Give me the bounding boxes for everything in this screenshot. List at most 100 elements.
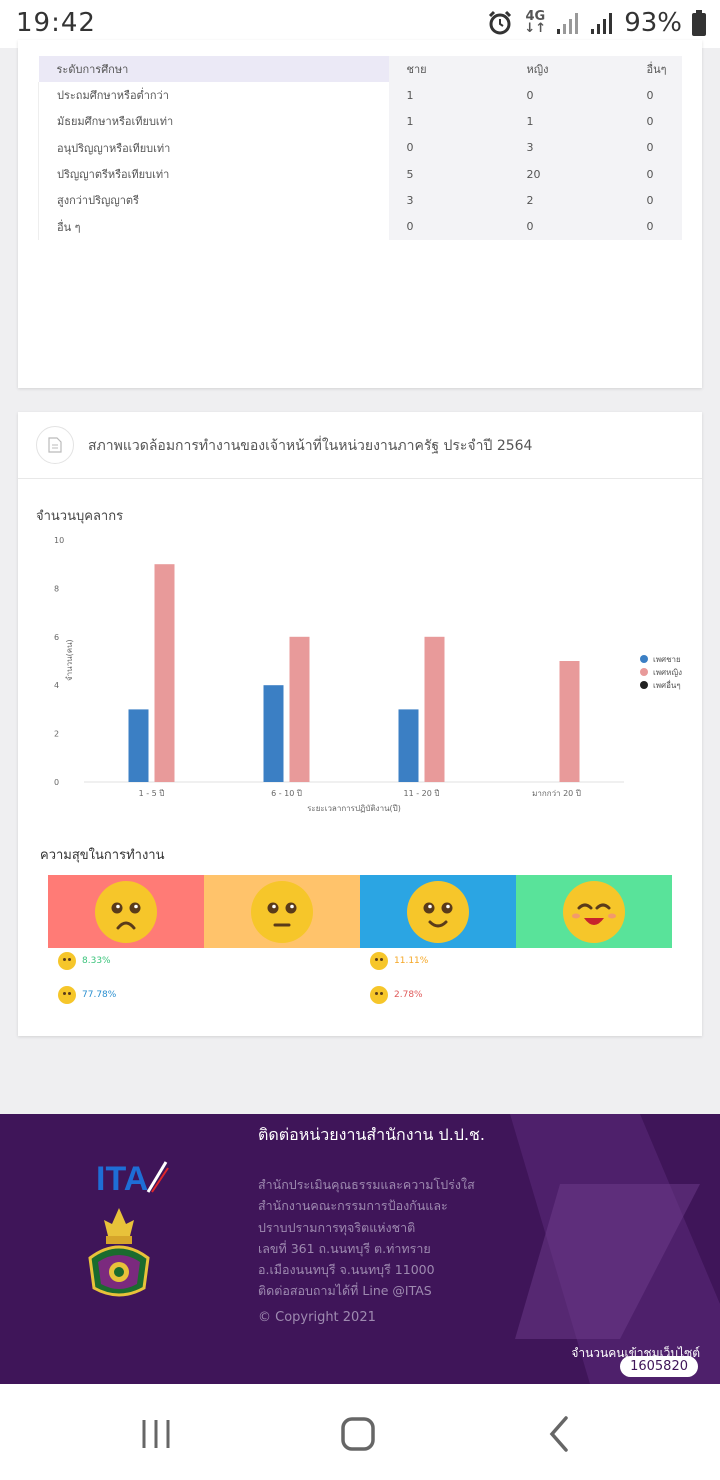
navigation-bar — [0, 1384, 720, 1480]
count-cell: 0 — [508, 82, 629, 109]
card-header: สภาพแวดล้อมการทำงานของเจ้าหน้าที่ในหน่วย… — [18, 412, 702, 479]
alarm-icon — [489, 10, 512, 35]
y-tick-label: 2 — [54, 730, 59, 739]
nacc-emblem-logo — [88, 1208, 150, 1297]
contact-line: อ.เมืองนนทบุรี จ.นนทบุรี 11000 — [258, 1262, 435, 1278]
recent-apps-button[interactable] — [136, 1414, 176, 1454]
y-tick-label: 4 — [54, 681, 59, 690]
count-cell: 3 — [388, 187, 509, 214]
count-cell: 3 — [508, 134, 629, 161]
ita-logo: ITA — [96, 1158, 172, 1198]
education-level-cell: มัธยมศึกษาหรือเทียบเท่า — [38, 108, 389, 135]
signal-icon — [557, 13, 579, 34]
y-tick-label: 10 — [54, 536, 64, 545]
face-icon — [58, 952, 76, 970]
count-cell: 0 — [628, 134, 682, 161]
bar — [263, 685, 284, 782]
table-row: ประถมศึกษาหรือต่ำกว่า 1 0 0 — [38, 82, 682, 109]
legend-label: เพศหญิง — [653, 668, 682, 677]
y-tick-label: 8 — [54, 584, 59, 593]
education-level-cell: อนุปริญญาหรือเทียบเท่า — [38, 134, 389, 161]
contact-line: ปราบปรามการทุจริตแห่งชาติ — [258, 1219, 416, 1235]
stat-value: 8.33% — [82, 956, 111, 966]
bar — [128, 709, 149, 782]
footer-title: ติดต่อหน่วยงานสำนักงาน ป.ป.ช. — [258, 1125, 485, 1144]
count-cell: 1 — [388, 108, 509, 135]
document-icon — [36, 426, 74, 464]
face-icon — [58, 986, 76, 1004]
sad-face-option[interactable] — [48, 875, 204, 948]
smile-face-option[interactable] — [360, 875, 516, 948]
count-cell: 0 — [388, 213, 509, 240]
education-level-cell: ประถมศึกษาหรือต่ำกว่า — [38, 82, 389, 109]
home-button[interactable] — [338, 1414, 378, 1454]
education-level-cell: อื่น ๆ — [38, 213, 389, 240]
count-cell: 0 — [388, 134, 509, 161]
count-cell: 0 — [628, 82, 682, 109]
contact-line[interactable]: ติดต่อสอบถามได้ที่ Line @ITAS — [258, 1283, 432, 1299]
x-tick-label: 11 - 20 ปี — [404, 789, 440, 798]
environment-card: สภาพแวดล้อมการทำงานของเจ้าหน้าที่ในหน่วย… — [18, 412, 702, 1036]
legend-marker — [640, 668, 648, 676]
stat-item: 11.11% — [370, 952, 428, 970]
back-button[interactable] — [540, 1414, 580, 1454]
face-icon — [370, 986, 388, 1004]
column-header: อื่นๆ — [628, 56, 682, 82]
sad-face-icon — [95, 880, 157, 943]
bar — [424, 636, 445, 782]
contact-line: เลขที่ 361 ถ.นนทบุรี ต.ท่าทราย — [258, 1240, 431, 1256]
staff-bar-chart: 0 2 4 6 8 10 จำนวน(คน) 1 - 5 ปี 6 - 10 ปี 11 - 20… — [54, 536, 682, 813]
legend-label: เพศชาย — [653, 655, 681, 664]
neutral-face-option[interactable] — [204, 875, 360, 948]
count-cell: 2 — [508, 187, 629, 214]
copyright: © Copyright 2021 — [258, 1310, 376, 1325]
network-label: 4G — [525, 9, 546, 24]
x-tick-label: 1 - 5 ปี — [139, 789, 165, 798]
column-header: หญิง — [508, 56, 629, 82]
happy-face-icon — [563, 880, 625, 943]
count-cell: 0 — [628, 108, 682, 135]
footer-background-shapes — [510, 1114, 720, 1384]
status-time: 19:42 — [16, 8, 96, 38]
happy-face-option[interactable] — [516, 875, 672, 948]
x-tick-label: มากกว่า 20 ปี — [532, 789, 581, 798]
stat-item: 8.33% — [58, 952, 111, 970]
face-icon — [370, 952, 388, 970]
smile-face-icon — [407, 880, 469, 943]
count-cell: 0 — [508, 213, 629, 240]
table-header-row: ระดับการศึกษา ชาย หญิง อื่นๆ — [38, 56, 682, 82]
contact-line: สำนักประเมินคุณธรรมและความโปร่งใส — [258, 1177, 475, 1192]
legend-label: เพศอื่นๆ — [653, 679, 681, 690]
count-cell: 0 — [628, 213, 682, 240]
stat-item: 77.78% — [58, 986, 116, 1004]
count-cell: 5 — [388, 160, 509, 188]
table-row: สูงกว่าปริญญาตรี 3 2 0 — [38, 187, 682, 214]
chart-title: จำนวนบุคลากร — [36, 509, 124, 524]
stat-value: 11.11% — [394, 956, 429, 966]
x-axis-label: ระยะเวลาการปฏิบัติงาน(ปี) — [307, 804, 401, 813]
education-level-cell: สูงกว่าปริญญาตรี — [38, 187, 389, 214]
count-cell: 1 — [388, 82, 509, 109]
footer-contact: สำนักประเมินคุณธรรมและความโปร่งใส สำนักง… — [258, 1174, 475, 1302]
bar — [559, 661, 580, 782]
table-row: มัธยมศึกษาหรือเทียบเท่า 1 1 0 — [38, 108, 682, 135]
table-row: อนุปริญญาหรือเทียบเท่า 0 3 0 — [38, 134, 682, 161]
y-tick-label: 0 — [54, 778, 59, 787]
stat-value: 77.78% — [82, 990, 117, 1000]
count-cell: 0 — [628, 160, 682, 188]
table-row: ปริญญาตรีหรือเทียบเท่า 5 20 0 — [38, 160, 682, 188]
x-tick-label: 6 - 10 ปี — [271, 789, 302, 798]
happiness-scale — [48, 875, 672, 948]
network-type: 4G ↓↑ — [524, 9, 547, 36]
contact-line: สำนักงานคณะกรรมการป้องกันและ — [258, 1198, 448, 1214]
column-header: ชาย — [388, 56, 509, 82]
count-cell: 1 — [508, 108, 629, 135]
visitor-count: 1605820 — [620, 1356, 698, 1377]
count-cell: 0 — [628, 187, 682, 214]
bar — [154, 564, 175, 782]
count-cell: 20 — [508, 160, 629, 188]
legend-marker — [640, 655, 648, 663]
battery-icon — [692, 10, 706, 36]
site-footer: ITA ติดต่อหน่วยงานสำนักงาน ป.ป.ช. สำนักป… — [0, 1114, 720, 1384]
